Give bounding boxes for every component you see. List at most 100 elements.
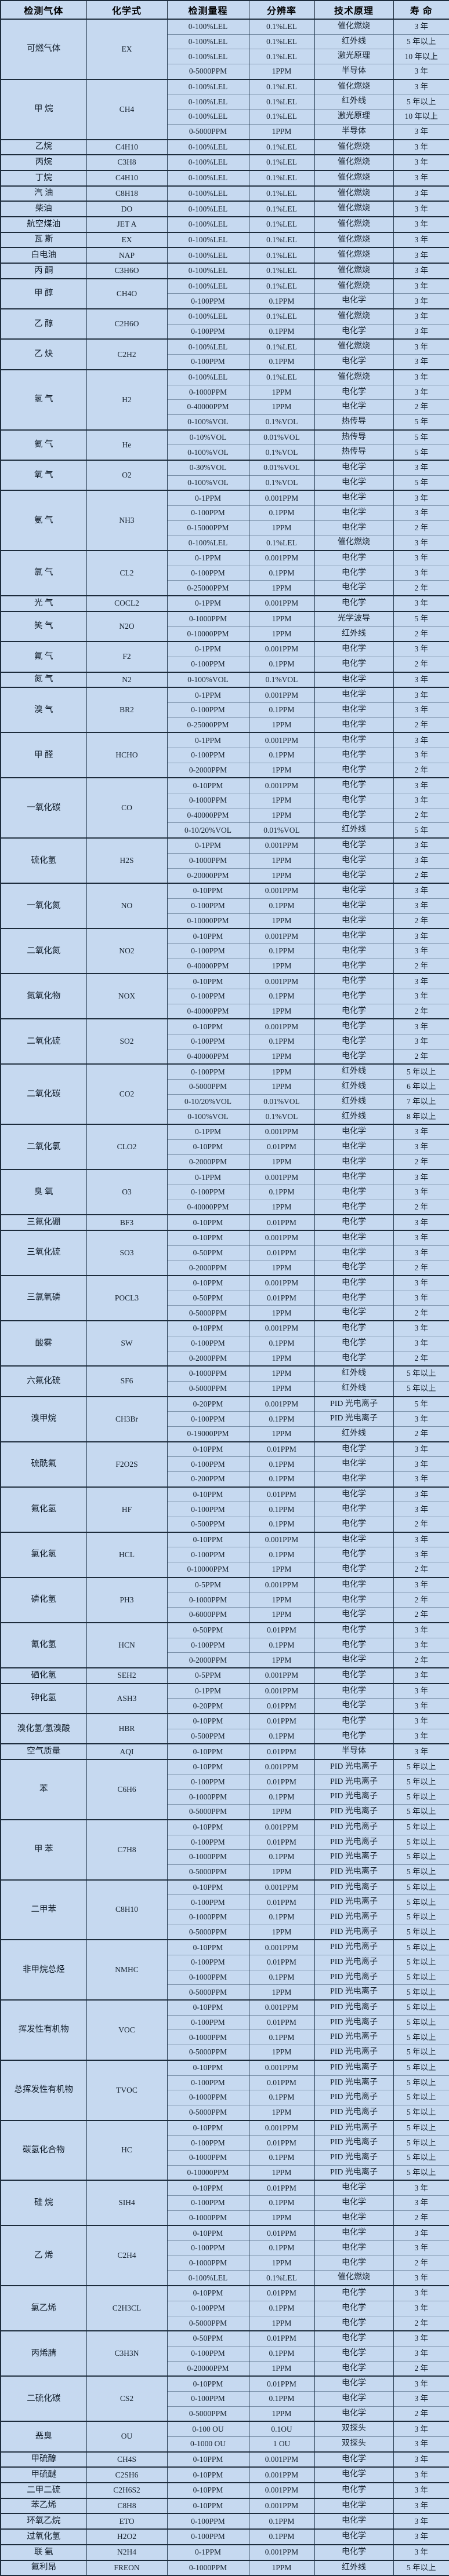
principle-cell: 催化燃烧 [314, 139, 394, 155]
lifespan-cell: 3 年 [393, 154, 449, 170]
resolution-cell: 0.1PPM [248, 2149, 315, 2166]
formula-cell: F2O2S [86, 1441, 168, 1487]
range-cell: 0-1000PPM [166, 2149, 249, 2166]
range-cell: 0-1000PPM [166, 1592, 249, 1608]
resolution-cell: 1PPM [248, 1154, 315, 1170]
table-row: 氧 气 O2 0-30%VOL 0.01%VOL 电化学 3 年 [0, 459, 449, 491]
lifespan-cell: 5 年以上 [393, 1804, 449, 1820]
lifespan-cell: 5 年以上 [393, 2119, 449, 2136]
range-cell: 0-5000PPM [166, 2406, 249, 2422]
resolution-cell: 0.1PPM [248, 989, 315, 1004]
range-cell: 0-10PPM [166, 1531, 249, 1547]
header-principle: 技术原理 [314, 0, 394, 20]
table-row: 砷化氢 ASH3 0-1PPM 0.001PPM 电化学 3 年 [0, 1682, 449, 1714]
table-row: 六氟化硫 SF6 0-1000PPM 1PPM 红外线 5 年以上 [0, 1365, 449, 1397]
gas-cell: 笑 气 [0, 610, 87, 642]
range-cell: 0-100%LEL [166, 2270, 249, 2286]
principle-cell: 电化学 [314, 852, 394, 868]
range-cell: 0-1000 OU [166, 2436, 249, 2452]
lifespan-cell: 3 年 [393, 2421, 449, 2437]
table-row: 乙 醇 C2H6O 0-100%LEL 0.1%LEL 催化燃烧 3 年 [0, 308, 449, 340]
formula-cell: EX [86, 19, 168, 79]
resolution-cell: 0.001PPM [248, 1229, 315, 1246]
range-cell: 0-40000PPM [166, 1048, 249, 1065]
lifespan-cell: 3 年 [393, 2240, 449, 2256]
lifespan-cell: 8 年以上 [393, 1109, 449, 1125]
principle-cell: 电化学 [314, 989, 394, 1004]
table-row: 0-100PPM 0.1PPM 电化学 3 年 [1, 1547, 449, 1562]
lifespan-cell: 3 年 [393, 1441, 449, 1457]
lifespan-cell: 3 年 [393, 2180, 449, 2196]
resolution-cell: 0.01%VOL [248, 459, 315, 476]
lifespan-cell: 2 年 [393, 958, 449, 974]
lifespan-cell: 3 年 [393, 852, 449, 868]
table-row: 丙烷 C3H8 0-100%LEL 0.1%LEL 催化燃烧 3 年 [0, 154, 449, 170]
lifespan-cell: 5 年以上 [393, 1063, 449, 1080]
range-cell: 0-100PPM [166, 1894, 249, 1910]
principle-cell: 催化燃烧 [314, 263, 394, 279]
principle-cell: 电化学 [314, 1003, 394, 1019]
resolution-cell: 0.1PPM [248, 2030, 315, 2045]
gas-cell: 挥发性有机物 [0, 1999, 87, 2060]
principle-cell: 电化学 [314, 565, 394, 581]
table-row: 0-10/20%VOL 0.01%VOL 红外线 7 年以上 [1, 1094, 449, 1109]
range-cell: 0-50PPM [166, 1622, 249, 1638]
resolution-cell: 0.01PPM [248, 2075, 315, 2090]
range-cell: 0-10/20%VOL [166, 1094, 249, 1109]
resolution-cell: 0.1%LEL [248, 263, 315, 279]
table-row: 0-40000PPM 1PPM 电化学 2 年 [1, 958, 449, 974]
gas-cell: 硫化氢 [0, 837, 87, 884]
table-row: 0-1000PPM 0.1PPM PID 光电离子 5 年以上 [1, 1849, 449, 1865]
resolution-cell: 0.001PPM [248, 1531, 315, 1547]
table-row: 0-100PPM 0.1PPM 电化学 3 年 [1, 702, 449, 718]
resolution-cell: 0.1OU [248, 2421, 315, 2437]
formula-cell: COCL2 [86, 595, 168, 611]
resolution-cell: 0.1PPM [248, 2240, 315, 2256]
table-row: 总挥发性有机物 TVOC 0-10PPM 0.001PPM PID 光电离子 5 年以上 [0, 2059, 449, 2120]
range-cell: 0-100PPM [166, 2345, 249, 2362]
lifespan-cell: 3 年 [393, 1290, 449, 1306]
principle-cell: 红外线 [314, 34, 394, 49]
lifespan-cell: 3 年 [393, 565, 449, 581]
resolution-cell: 0.01PPM [248, 1834, 315, 1850]
table-row: 磷化氢 PH3 0-5PPM 0.001PPM 电化学 3 年 [0, 1576, 449, 1623]
resolution-cell: 0.001PPM [248, 2119, 315, 2136]
formula-cell: HC [86, 2119, 168, 2181]
principle-cell: 电化学 [314, 1245, 394, 1260]
table-row: 氯乙烯 C2H3CL 0-10PPM 0.01PPM 电化学 3 年 [0, 2285, 449, 2331]
table-row: 0-5000PPM 1PPM 电化学 2 年 [1, 2406, 449, 2422]
lifespan-cell: 5 年以上 [393, 2059, 449, 2075]
range-cell: 0-100PPM [166, 2014, 249, 2030]
range-cell: 0-100PPM [166, 748, 249, 763]
resolution-cell: 0.1%VOL [248, 475, 315, 491]
table-row: 臭 氧 O3 0-1PPM 0.001PPM 电化学 3 年 [0, 1169, 449, 1215]
table-row: 0-100PPM 0.1PPM 电化学 3 年 [1, 943, 449, 959]
range-cell: 0-100%LEL [166, 201, 249, 217]
principle-cell: 电化学 [314, 1562, 394, 1577]
formula-cell: C6H6 [86, 1759, 168, 1820]
table-row: 0-6000PPM 1PPM 电化学 2 年 [1, 1607, 449, 1623]
resolution-cell: 0.001PPM [248, 1939, 315, 1955]
lifespan-cell: 2 年 [393, 1154, 449, 1170]
lifespan-cell: 3 年 [393, 1682, 449, 1699]
gas-cell: 光 气 [0, 595, 87, 611]
principle-cell: PID 光电离子 [314, 2135, 394, 2151]
table-row: 0-1000PPM 1PPM 电化学 2 年 [1, 2255, 449, 2271]
lifespan-cell: 2 年 [393, 807, 449, 823]
lifespan-cell: 5 年 [393, 429, 449, 445]
table-row: 0-100PPM 0.1PPM 电化学 3 年 [1, 2195, 449, 2211]
lifespan-cell: 2 年 [393, 1517, 449, 1532]
table-row: 0-1000PPM 1PPM 电化学 2 年 [1, 1592, 449, 1608]
lifespan-cell: 5 年 [393, 610, 449, 626]
gas-cell: 溴 气 [0, 687, 87, 733]
principle-cell: 电化学 [314, 1184, 394, 1200]
table-row: 二甲二硫 C2H6S2 0-10PPM 0.001PPM 电化学 3 年 [0, 2482, 449, 2498]
principle-cell: 催化燃烧 [314, 169, 394, 186]
principle-cell: 电化学 [314, 354, 394, 370]
resolution-cell: 0.001PPM [248, 732, 315, 748]
gas-cell: 丙烯腈 [0, 2330, 87, 2377]
lifespan-cell: 5 年以上 [393, 2014, 449, 2030]
range-cell: 0-10PPM [166, 928, 249, 944]
range-cell: 0-100%LEL [166, 34, 249, 49]
principle-cell: 电化学 [314, 1607, 394, 1623]
